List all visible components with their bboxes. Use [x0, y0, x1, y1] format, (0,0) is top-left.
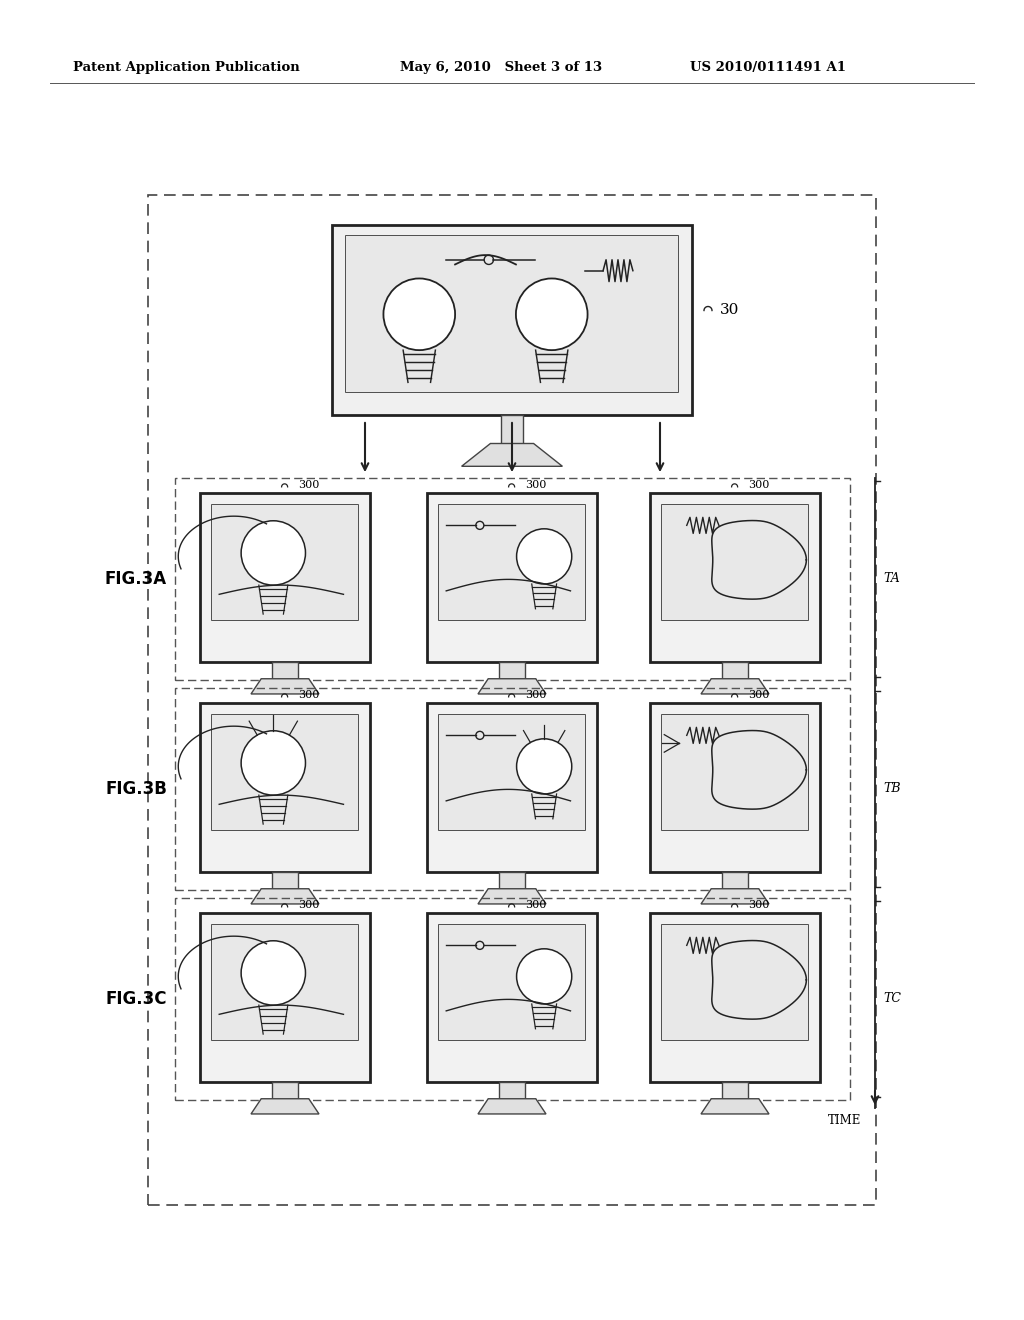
Bar	[212, 714, 358, 829]
Text: May 6, 2010   Sheet 3 of 13: May 6, 2010 Sheet 3 of 13	[400, 62, 602, 74]
Bar	[662, 925, 808, 1040]
Text: 30: 30	[720, 304, 739, 318]
Bar	[427, 702, 597, 871]
Polygon shape	[462, 444, 562, 466]
Bar	[212, 714, 358, 829]
Bar	[200, 913, 370, 1082]
Bar	[439, 925, 585, 1040]
Bar	[175, 898, 850, 1100]
Bar	[722, 661, 748, 678]
Bar	[212, 925, 358, 1040]
Circle shape	[241, 941, 305, 1005]
Bar	[650, 492, 820, 661]
Text: FIG.3C: FIG.3C	[105, 990, 167, 1008]
Text: 300: 300	[299, 900, 319, 909]
Bar	[332, 224, 692, 414]
Bar	[500, 661, 524, 678]
Bar	[346, 236, 678, 392]
Text: US 2010/0111491 A1: US 2010/0111491 A1	[690, 62, 846, 74]
Text: FIG.3B: FIG.3B	[105, 780, 167, 799]
Circle shape	[516, 529, 571, 583]
Bar	[148, 195, 876, 1205]
Text: TIME: TIME	[828, 1114, 861, 1126]
Text: TA: TA	[883, 573, 900, 586]
Circle shape	[241, 731, 305, 795]
Bar	[722, 1082, 748, 1098]
Bar	[427, 492, 597, 661]
Bar	[212, 504, 358, 619]
Bar	[175, 478, 850, 680]
Bar	[500, 871, 524, 888]
Bar	[212, 925, 358, 1040]
Bar	[439, 925, 585, 1040]
Bar	[662, 714, 808, 829]
Bar	[427, 913, 597, 1082]
Polygon shape	[478, 888, 546, 904]
Bar	[650, 702, 820, 871]
Circle shape	[241, 521, 305, 585]
Bar	[439, 504, 585, 619]
Bar	[200, 702, 370, 871]
Text: Patent Application Publication: Patent Application Publication	[73, 62, 300, 74]
Bar	[662, 714, 808, 829]
Bar	[212, 504, 358, 619]
Text: 300: 300	[525, 690, 547, 700]
Bar	[500, 1082, 524, 1098]
Bar	[272, 871, 298, 888]
Text: 300: 300	[749, 900, 770, 909]
Polygon shape	[251, 888, 319, 904]
Circle shape	[516, 949, 571, 1005]
Bar	[272, 661, 298, 678]
Bar	[722, 871, 748, 888]
Circle shape	[516, 279, 588, 350]
Text: 300: 300	[525, 900, 547, 909]
Bar	[439, 504, 585, 619]
Polygon shape	[251, 678, 319, 694]
Bar	[662, 925, 808, 1040]
Bar	[439, 714, 585, 829]
Text: 300: 300	[299, 480, 319, 490]
Bar	[175, 688, 850, 890]
Text: TB: TB	[883, 783, 900, 796]
Text: TC: TC	[883, 993, 901, 1006]
Circle shape	[383, 279, 455, 350]
Bar	[662, 504, 808, 619]
Bar	[501, 414, 523, 444]
Text: 300: 300	[299, 690, 319, 700]
Text: 300: 300	[749, 480, 770, 490]
Text: FIG.3A: FIG.3A	[104, 570, 167, 587]
Bar	[346, 236, 678, 392]
Polygon shape	[701, 1098, 769, 1114]
Circle shape	[516, 739, 571, 793]
Text: 300: 300	[749, 690, 770, 700]
Bar	[272, 1082, 298, 1098]
Bar	[200, 492, 370, 661]
Bar	[650, 913, 820, 1082]
Polygon shape	[701, 678, 769, 694]
Bar	[439, 714, 585, 829]
Polygon shape	[478, 678, 546, 694]
Text: 300: 300	[525, 480, 547, 490]
Polygon shape	[251, 1098, 319, 1114]
Polygon shape	[701, 888, 769, 904]
Bar	[662, 504, 808, 619]
Polygon shape	[478, 1098, 546, 1114]
